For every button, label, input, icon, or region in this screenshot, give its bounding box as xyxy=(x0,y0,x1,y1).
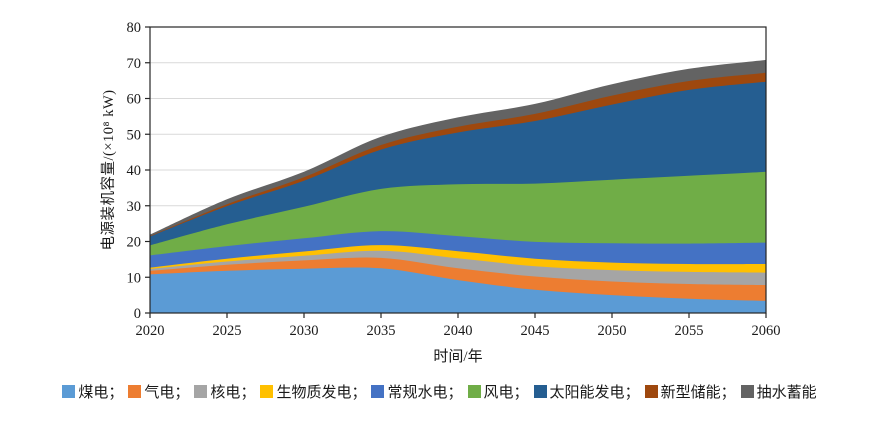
x-tick-label: 2030 xyxy=(290,323,319,339)
legend-separator: ； xyxy=(720,385,736,401)
legend-item-gas: 气电； xyxy=(128,381,194,402)
legend-item-hydro: 常规水电； xyxy=(371,381,467,402)
x-tick-label: 2050 xyxy=(598,323,627,339)
legend-separator: ； xyxy=(447,385,463,401)
legend-label: 抽水蓄能 xyxy=(756,385,817,401)
legend-item-nuclear: 核电； xyxy=(194,381,260,402)
x-tick-label: 2045 xyxy=(521,323,550,339)
legend-swatch-icon xyxy=(62,385,76,398)
y-tick-label: 50 xyxy=(127,127,142,143)
legend-item-wind: 风电； xyxy=(467,381,534,402)
legend-separator: ； xyxy=(624,385,640,401)
y-tick-label: 0 xyxy=(134,306,141,322)
legend-swatch-icon xyxy=(740,385,754,398)
x-tick-label: 2060 xyxy=(752,323,781,339)
legend-label: 生物质发电 xyxy=(276,385,352,401)
y-tick-label: 10 xyxy=(127,270,142,286)
legend-separator: ； xyxy=(513,385,529,401)
y-tick-label: 60 xyxy=(127,92,142,108)
legend-item-coal: 煤电； xyxy=(62,381,128,402)
x-tick-label: 2055 xyxy=(675,323,704,339)
x-tick-label: 2035 xyxy=(367,323,396,339)
y-axis-title: 电源装机容量/(×10⁸ kW) xyxy=(101,89,117,251)
area-coal xyxy=(150,267,766,313)
x-tick-label: 2020 xyxy=(136,323,165,339)
legend-label: 风电 xyxy=(483,385,514,401)
legend-swatch-icon xyxy=(194,385,208,398)
legend-item-biomass: 生物质发电； xyxy=(260,381,371,402)
legend-label: 气电 xyxy=(144,385,175,401)
legend-item-pumped-storage: 抽水蓄能 xyxy=(740,381,817,402)
legend-swatch-icon xyxy=(128,385,142,398)
y-tick-label: 30 xyxy=(127,199,142,215)
legend-label: 核电 xyxy=(210,385,241,401)
legend-separator: ； xyxy=(351,385,367,401)
legend-item-solar: 太阳能发电； xyxy=(533,381,645,402)
x-tick-label: 2040 xyxy=(444,323,473,339)
legend-separator: ； xyxy=(174,385,190,401)
legend-separator: ； xyxy=(108,385,124,401)
x-tick-label: 2025 xyxy=(213,323,242,339)
legend-separator: ； xyxy=(240,385,256,401)
x-axis-title: 时间/年 xyxy=(433,349,483,365)
y-tick-label: 70 xyxy=(127,56,142,72)
legend-swatch-icon xyxy=(644,385,658,398)
legend-swatch-icon xyxy=(371,385,385,398)
legend-label: 新型储能 xyxy=(660,385,721,401)
legend-label: 煤电 xyxy=(78,385,109,401)
legend-swatch-icon xyxy=(260,385,274,398)
legend-item-new-storage: 新型储能； xyxy=(644,381,741,402)
y-tick-label: 40 xyxy=(127,163,142,179)
legend-swatch-icon xyxy=(467,385,481,398)
legend-label: 太阳能发电 xyxy=(549,385,625,401)
chart-legend: 煤电；气电；核电；生物质发电；常规水电；风电；太阳能发电；新型储能；抽水蓄能 xyxy=(0,381,879,402)
legend-label: 常规水电 xyxy=(387,385,448,401)
y-tick-label: 80 xyxy=(127,20,142,36)
y-tick-label: 20 xyxy=(127,235,142,251)
legend-swatch-icon xyxy=(533,385,547,398)
